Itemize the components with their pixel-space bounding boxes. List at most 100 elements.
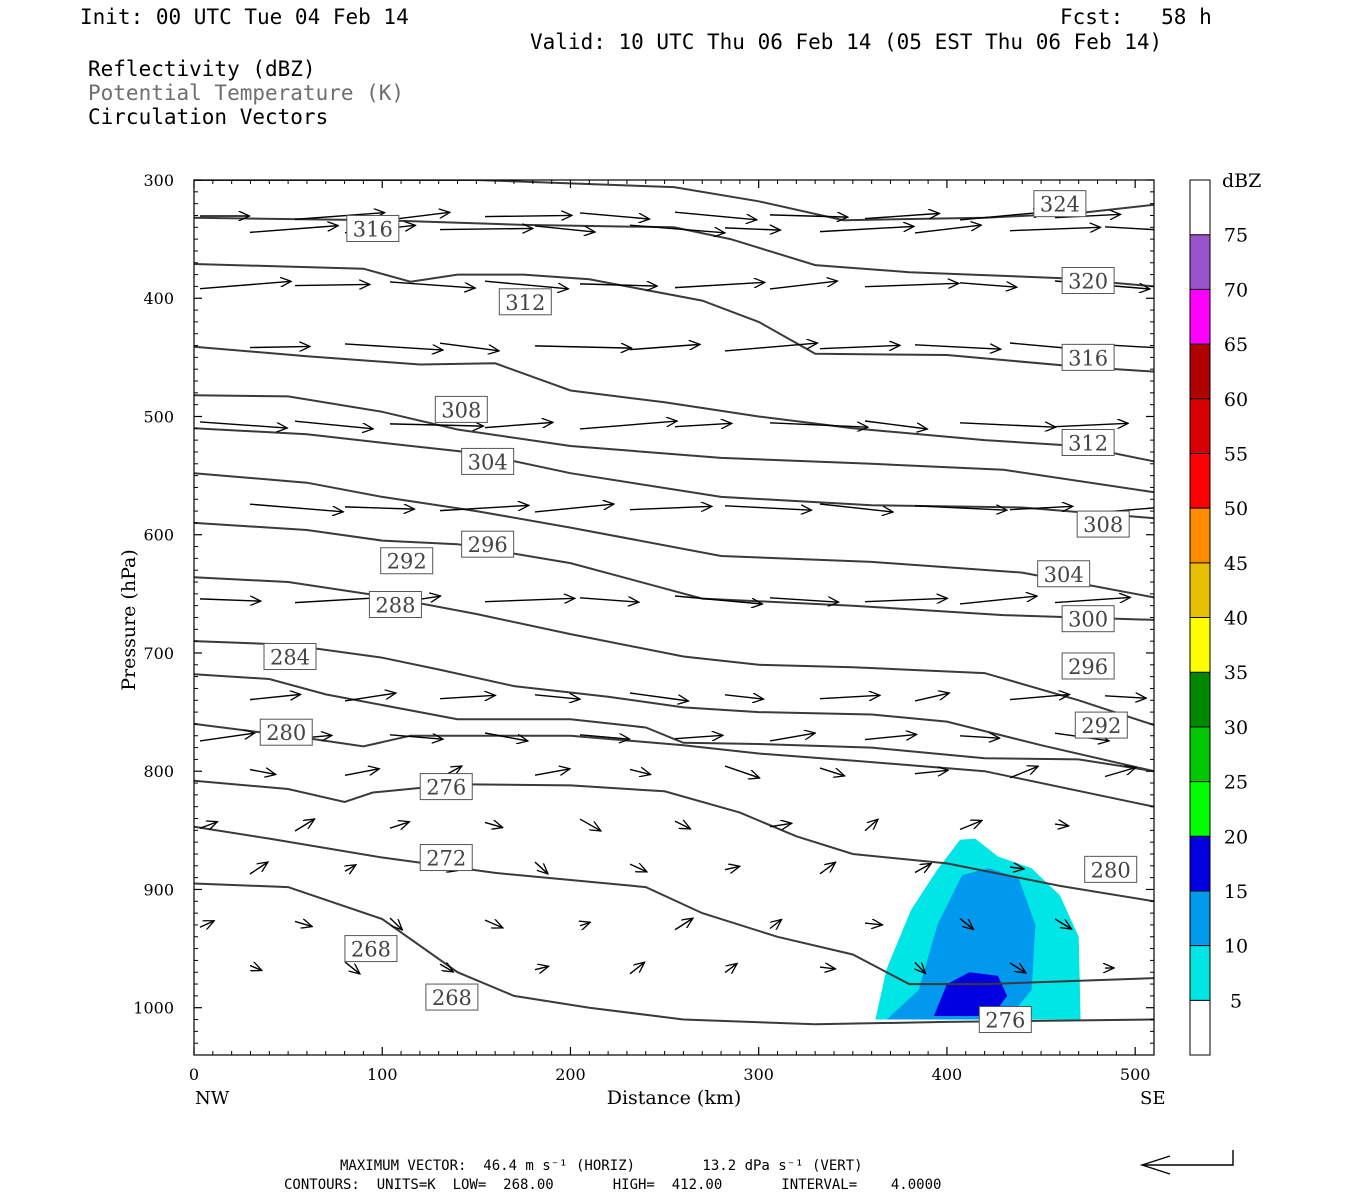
vector-arrow <box>249 226 338 234</box>
vector-arrow <box>724 695 764 699</box>
contour-label-box <box>1061 605 1115 633</box>
vector-arrow <box>294 284 370 285</box>
vector-arrow <box>579 421 677 430</box>
legend-potential-temperature: Potential Temperature (K) <box>88 81 405 105</box>
contour-label-box <box>259 718 313 746</box>
vector-arrow <box>629 769 651 774</box>
contour-label-280: 280 <box>1091 858 1131 882</box>
vector-arrow <box>674 918 693 931</box>
contour-label-308: 308 <box>441 398 481 422</box>
vector-arrow <box>724 963 737 972</box>
contour-label-box <box>1061 429 1115 456</box>
vector-arrow <box>579 212 650 219</box>
vector-arrow <box>1009 962 1026 973</box>
vector-arrow <box>864 213 940 220</box>
vector-arrow <box>534 769 570 776</box>
theta-contour-316 <box>194 263 1154 373</box>
vector-arrow <box>915 962 925 974</box>
vector-arrow <box>864 283 959 286</box>
vector-arrow <box>484 822 503 827</box>
vector-arrow <box>914 506 1007 510</box>
vector-arrow <box>249 694 301 699</box>
y-tick-label: 400 <box>143 289 174 308</box>
vector-arrow <box>534 504 614 513</box>
vector-arrow <box>914 863 931 872</box>
contour-label-box <box>425 983 479 1011</box>
vector-arrow <box>249 862 268 875</box>
vector-arrow <box>819 862 836 875</box>
vector-arrow <box>1104 767 1136 778</box>
contour-label-276: 276 <box>985 1009 1025 1033</box>
contour-label-box <box>263 643 317 671</box>
vector-arrow <box>344 961 360 974</box>
vector-arrow <box>674 595 762 604</box>
valid-time: Valid: 10 UTC Thu 06 Feb 14 (05 EST Thu … <box>530 30 1163 54</box>
vector-arrow <box>579 818 601 831</box>
colorbar-tick-label: 40 <box>1224 608 1248 630</box>
forecast-hour: Fcst: 58 h <box>1060 5 1212 29</box>
theta-contour-324 <box>194 180 1154 222</box>
vector-arrow <box>819 503 893 512</box>
vector-arrow <box>344 769 379 776</box>
colorbar-swatch <box>1190 781 1210 837</box>
colorbar-tick-label: 35 <box>1224 662 1248 684</box>
y-axis-label: Pressure (hPa) <box>118 549 140 691</box>
vector-arrow <box>769 215 848 217</box>
init-time: Init: 00 UTC Tue 04 Feb 14 <box>80 5 409 29</box>
contour-label-276: 276 <box>426 776 466 800</box>
vector-arrow <box>389 212 450 221</box>
x-left-end-label: NW <box>195 1088 230 1109</box>
vector-arrow <box>484 422 553 429</box>
vector-arrow <box>579 598 639 602</box>
max-vector-note: MAXIMUM VECTOR: 46.4 m s⁻¹ (HORIZ) 13.2 … <box>340 1158 863 1174</box>
contour-label-box <box>1084 855 1138 883</box>
contour-label-284: 284 <box>270 646 310 670</box>
vector-arrow <box>819 967 836 969</box>
contour-label-box <box>1074 711 1128 739</box>
contour-label-316: 316 <box>1068 346 1108 370</box>
contour-label-272: 272 <box>426 847 466 871</box>
colorbar-tick-label: 50 <box>1224 498 1248 520</box>
colorbar-swatch <box>1190 945 1210 1001</box>
vector-arrow <box>294 819 315 832</box>
vector-arrow <box>914 770 948 773</box>
colorbar-tick-label: 75 <box>1224 225 1248 247</box>
contour-label-296: 296 <box>468 533 508 557</box>
contour-label-304: 304 <box>468 450 508 474</box>
vector-arrow <box>914 225 981 234</box>
vector-arrow <box>674 282 765 289</box>
vector-arrow <box>769 281 838 290</box>
contour-label-box <box>434 395 488 423</box>
contour-label-300: 300 <box>1068 608 1108 632</box>
theta-contour-268 <box>194 882 1154 1026</box>
x-tick-label: 300 <box>743 1065 774 1084</box>
vector-arrow <box>249 346 310 347</box>
vector-arrow <box>674 821 690 829</box>
colorbar-swatch <box>1190 672 1210 727</box>
vector-arrow <box>294 921 312 926</box>
vector-arrow <box>1009 867 1024 869</box>
y-tick-label: 700 <box>143 644 174 663</box>
vector-arrow <box>484 215 572 216</box>
colorbar-tick-label: 45 <box>1224 553 1248 575</box>
legend-circulation-vectors: Circulation Vectors <box>88 105 329 129</box>
x-axis-label: Distance (km) <box>607 1087 742 1109</box>
vector-arrow <box>674 735 723 738</box>
reference-arrowhead-icon <box>1139 1155 1171 1175</box>
theta-contours <box>194 180 1154 1026</box>
vector-arrow <box>534 225 595 232</box>
vector-arrow <box>769 598 839 602</box>
vector-arrow <box>579 735 630 739</box>
vector-arrow <box>864 598 947 601</box>
contour-label-box <box>1076 510 1130 538</box>
contour-label-box <box>419 773 473 801</box>
contour-label-280: 280 <box>266 721 306 745</box>
colorbar-title: dBZ <box>1222 170 1261 192</box>
colorbar-tick-label: 20 <box>1224 826 1248 848</box>
vector-arrow <box>914 345 1001 349</box>
vector-arrow <box>959 820 982 831</box>
vector-arrow <box>439 964 453 972</box>
contour-label-320: 320 <box>1068 270 1108 294</box>
contour-label-box <box>1061 652 1115 680</box>
theta-contour-308 <box>194 394 1154 494</box>
